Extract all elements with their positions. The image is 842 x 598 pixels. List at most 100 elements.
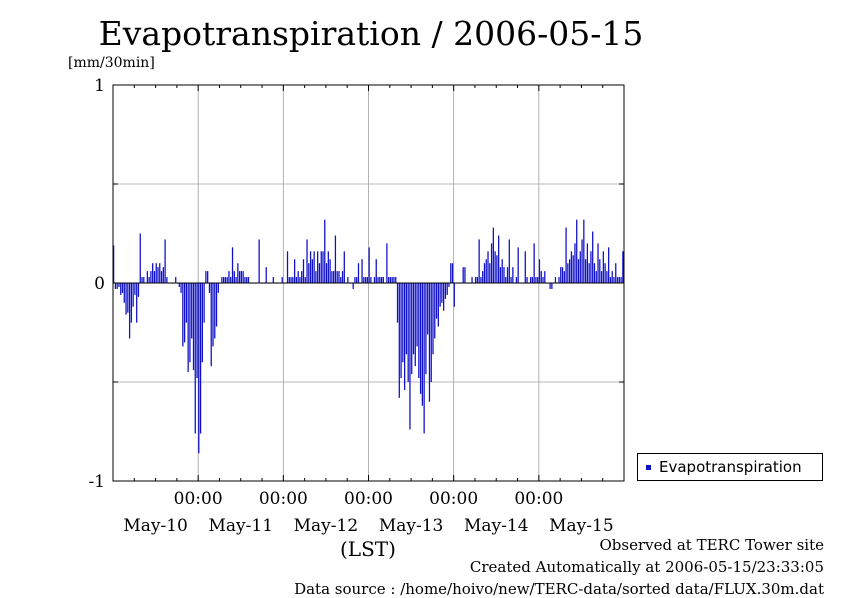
bar xyxy=(265,267,267,283)
bar xyxy=(141,277,143,283)
bar xyxy=(419,283,422,394)
bar xyxy=(567,263,569,283)
bar xyxy=(302,259,305,283)
bar xyxy=(386,243,388,283)
bar xyxy=(304,277,306,283)
bar xyxy=(561,267,564,283)
bar xyxy=(343,251,345,283)
bar xyxy=(198,283,200,454)
bar xyxy=(599,259,601,283)
bar xyxy=(616,277,619,283)
bar xyxy=(576,219,578,283)
bar xyxy=(574,243,576,283)
bar xyxy=(551,283,553,289)
bar xyxy=(215,283,218,327)
legend-label: Evapotranspiration xyxy=(659,458,802,476)
bar xyxy=(531,277,534,283)
bar xyxy=(217,283,219,293)
bar xyxy=(570,251,573,283)
bar xyxy=(533,243,535,283)
x-tick-label: 00:00 xyxy=(514,489,563,509)
y-tick-label: 1 xyxy=(94,76,105,96)
bar xyxy=(453,283,455,307)
bar xyxy=(297,271,299,283)
bar xyxy=(396,283,399,323)
bar xyxy=(159,263,161,283)
bar xyxy=(425,283,427,375)
bar xyxy=(182,283,184,347)
bar xyxy=(191,283,193,339)
bar xyxy=(554,277,557,283)
bar xyxy=(537,277,539,283)
bar xyxy=(175,277,177,283)
bar xyxy=(148,277,150,283)
bar xyxy=(231,247,234,283)
bar xyxy=(478,239,480,283)
bar xyxy=(565,227,567,283)
date-label: May-11 xyxy=(208,516,273,536)
bar xyxy=(577,259,580,283)
legend-swatch xyxy=(646,465,651,470)
bar xyxy=(125,283,127,315)
axis-labels: 1 0 -1 00:00 00:00 00:00 00:00 00:00 May-10 May-1… xyxy=(88,76,613,536)
date-label: May-15 xyxy=(549,516,614,536)
bar xyxy=(325,263,328,283)
bar xyxy=(164,239,166,283)
bar xyxy=(538,259,541,283)
bar xyxy=(288,277,290,283)
bar xyxy=(395,277,397,283)
bar xyxy=(474,277,477,283)
bar xyxy=(379,277,381,283)
bar xyxy=(414,283,416,367)
bar xyxy=(618,277,620,283)
bar xyxy=(192,283,195,371)
bar xyxy=(432,283,434,355)
bar xyxy=(166,277,168,283)
bar xyxy=(508,239,510,283)
bar xyxy=(155,263,157,283)
bar xyxy=(609,277,612,283)
bar xyxy=(421,283,424,406)
bar xyxy=(586,243,589,283)
bar xyxy=(583,219,585,283)
bar xyxy=(416,283,418,347)
bar xyxy=(235,277,237,283)
bar xyxy=(157,267,159,283)
bar xyxy=(139,233,141,283)
bar xyxy=(524,251,526,283)
bar xyxy=(357,263,360,283)
bar xyxy=(448,283,450,287)
bar xyxy=(515,277,518,283)
bar xyxy=(363,277,365,283)
bar xyxy=(290,277,292,283)
bar xyxy=(230,277,232,283)
bar xyxy=(238,271,241,283)
y-axis-unit-label: [mm/30min] xyxy=(68,55,155,71)
bar xyxy=(194,283,196,434)
bar xyxy=(132,283,134,307)
bar xyxy=(526,277,528,283)
bar xyxy=(196,283,198,379)
bar xyxy=(338,271,340,283)
bar xyxy=(286,251,289,283)
bar xyxy=(118,283,120,287)
bar xyxy=(146,271,148,283)
bar xyxy=(120,283,122,295)
bar xyxy=(352,283,354,289)
bar xyxy=(430,283,432,382)
bar xyxy=(143,277,145,283)
bar xyxy=(560,267,562,283)
bar xyxy=(388,277,390,283)
bar xyxy=(240,271,243,283)
bar xyxy=(233,271,235,283)
bar xyxy=(485,259,487,283)
bar xyxy=(450,263,452,283)
bar xyxy=(329,259,331,283)
bar xyxy=(568,259,571,283)
bar xyxy=(382,277,384,283)
bar xyxy=(606,271,608,283)
bar xyxy=(444,283,447,299)
bar xyxy=(595,271,597,283)
bar xyxy=(439,283,441,307)
bar xyxy=(377,277,379,283)
